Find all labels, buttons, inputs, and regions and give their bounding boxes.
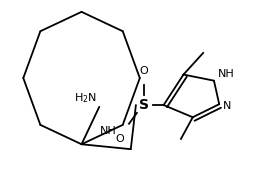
Text: NH: NH (218, 69, 235, 79)
Text: NH: NH (100, 126, 116, 136)
Text: S: S (139, 98, 149, 112)
Text: N: N (223, 101, 232, 111)
Text: H$_2$N: H$_2$N (74, 91, 97, 105)
Text: O: O (116, 134, 125, 144)
Text: O: O (139, 65, 148, 76)
